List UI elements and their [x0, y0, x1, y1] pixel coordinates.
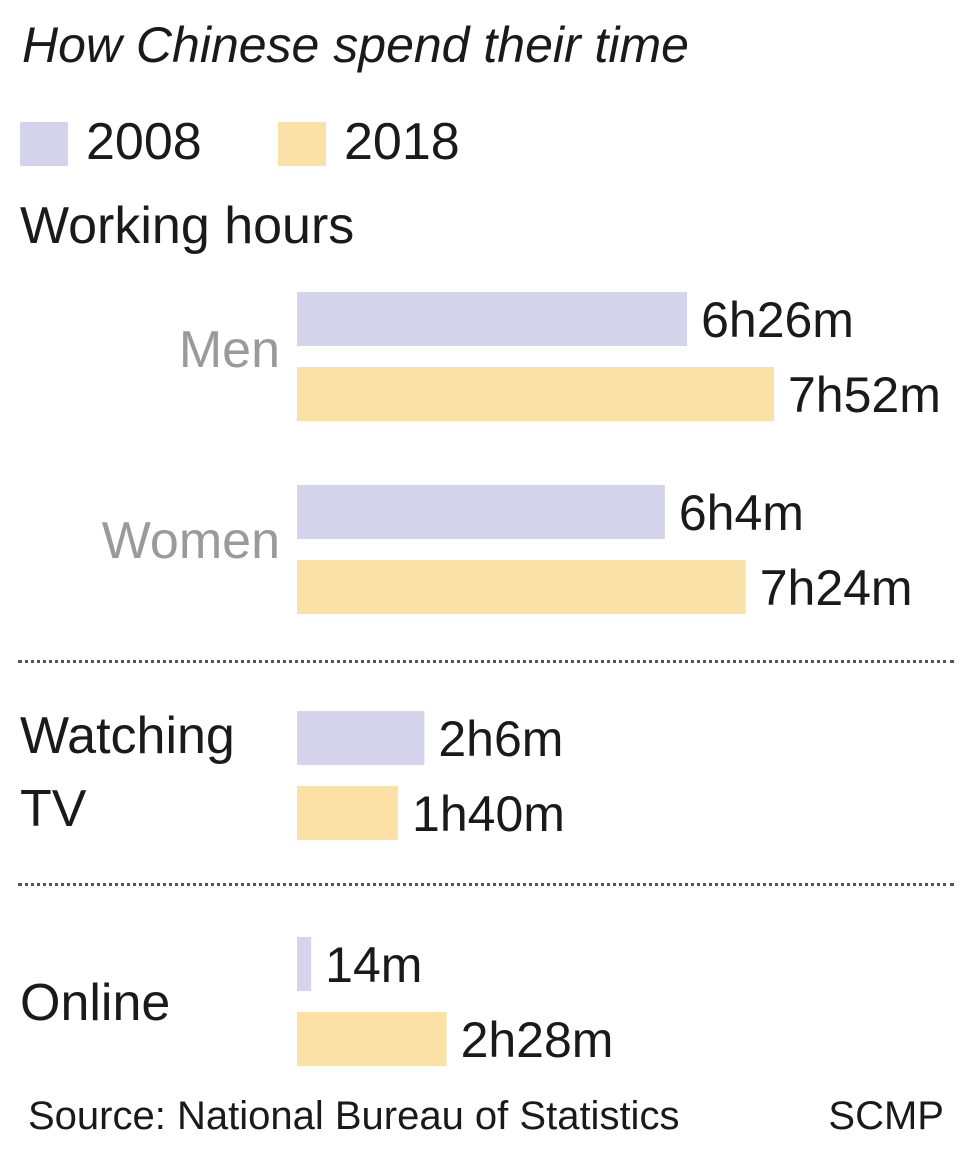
chart-title: How Chinese spend their time	[22, 17, 689, 73]
bar-watching-tv-2018	[297, 786, 399, 840]
bar-value-label-watching-tv-2008: 2h6m	[438, 711, 563, 767]
credit: SCMP	[828, 1094, 944, 1138]
group-label-men: Men	[178, 321, 280, 379]
divider	[18, 660, 954, 663]
section-label-tv: TV	[20, 780, 87, 838]
divider	[18, 883, 954, 886]
section-label-online: Online	[20, 974, 171, 1032]
group-label-women: Women	[101, 512, 280, 570]
bar-value-label-online-2008: 14m	[325, 937, 422, 993]
bar-working-women-2008	[297, 485, 665, 539]
bar-online-2018	[297, 1012, 447, 1066]
bar-working-men-2018	[297, 367, 774, 421]
legend-label-2018: 2018	[344, 113, 460, 171]
source-note: Source: National Bureau of Statistics	[28, 1094, 680, 1138]
bar-value-label-working-men-2018: 7h52m	[788, 367, 941, 423]
bar-value-label-watching-tv-2018: 1h40m	[412, 786, 565, 842]
bar-value-label-working-men-2008: 6h26m	[701, 292, 854, 348]
bar-online-2008	[297, 937, 312, 991]
bar-working-women-2018	[297, 560, 746, 614]
bar-value-label-working-women-2008: 6h4m	[679, 485, 804, 541]
bar-value-label-online-2018: 2h28m	[461, 1012, 614, 1068]
bar-working-men-2008	[297, 292, 688, 346]
legend-label-2008: 2008	[86, 113, 202, 171]
legend-swatch-2008	[20, 122, 68, 166]
bar-watching-tv-2008	[297, 711, 425, 765]
section-label-working-hours: Working hours	[20, 197, 355, 255]
bar-value-label-working-women-2018: 7h24m	[760, 560, 913, 616]
legend-swatch-2018	[278, 122, 326, 166]
section-label-watching: Watching	[20, 707, 235, 765]
